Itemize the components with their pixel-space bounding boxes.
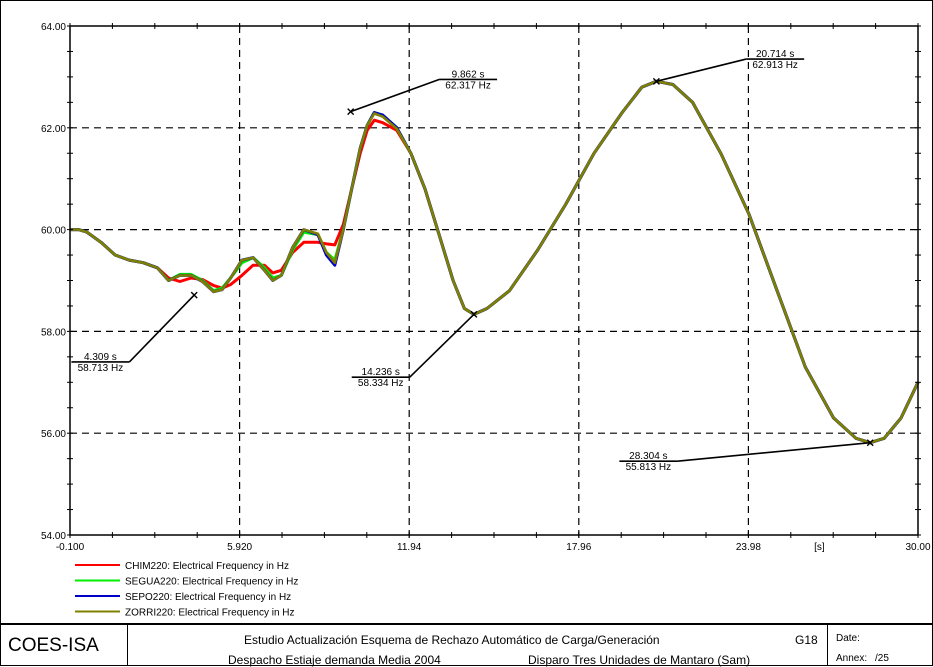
- annotation-frequency: 55.813 Hz: [626, 462, 672, 473]
- annotation-leader: [409, 313, 475, 378]
- annotation-leader: [128, 294, 195, 363]
- annotation-leader: [350, 78, 440, 113]
- x-tick-label: 5.920: [227, 542, 252, 553]
- x-tick-label: 30.00: [905, 542, 930, 553]
- y-tick-label: 54.00: [41, 531, 66, 542]
- annotation-frequency: 58.334 Hz: [358, 378, 404, 389]
- annotation-marker: [347, 108, 355, 116]
- annotation-leader: [656, 58, 747, 83]
- legend-entry-2: SEPO220: Electrical Frequency in Hz: [125, 592, 291, 603]
- annotation-time: 9.862 s: [452, 69, 485, 80]
- x-tick-label: -0.100: [56, 542, 85, 553]
- annotation-leader: [677, 441, 871, 462]
- annotation-marker: [652, 77, 660, 85]
- x-tick-label: 17.96: [566, 542, 591, 553]
- annotation-time: 20.714 s: [756, 49, 794, 60]
- annotation-frequency: 62.913 Hz: [752, 60, 798, 71]
- annex-label: Annex:: [836, 653, 868, 664]
- y-tick-label: 58.00: [41, 327, 66, 338]
- study-title: Estudio Actualización Esquema de Rechazo…: [244, 633, 660, 647]
- plot-frame: [69, 25, 919, 536]
- annotation-frequency: 62.317 Hz: [445, 80, 491, 91]
- x-tick-label: 23.98: [736, 542, 761, 553]
- legend-entry-3: ZORRI220: Electrical Frequency in Hz: [125, 608, 295, 619]
- y-tick-label: 60.00: [41, 226, 66, 237]
- annotation-marker: [470, 310, 478, 318]
- legend-entry-0: CHIM220: Electrical Frequency in Hz: [125, 561, 289, 572]
- annotation-marker: [190, 291, 198, 299]
- scenario-subtitle: Despacho Estiaje demanda Media 2004: [228, 653, 441, 667]
- company-name: COES-ISA: [8, 635, 99, 656]
- annotation-time: 28.304 s: [629, 451, 667, 462]
- case-description: Disparo Tres Unidades de Mantaro (Sam): [528, 653, 751, 667]
- frequency-chart: 4.309 s58.713 Hz 9.862 s62.317 Hz 14.236 s…: [0, 0, 933, 624]
- y-tick-label: 62.00: [41, 124, 66, 135]
- x-tick-label: 11.94: [397, 542, 422, 553]
- drawing-code: G18: [795, 633, 818, 647]
- annotation-time: 4.309 s: [84, 352, 117, 363]
- legend-entry-1: SEGUA220: Electrical Frequency in Hz: [125, 577, 298, 588]
- annotation-marker: [866, 439, 874, 447]
- series-line-3: [70, 80, 920, 445]
- date-label: Date:: [836, 633, 860, 644]
- y-tick-label: 64.00: [41, 22, 66, 33]
- annotation-time: 14.236 s: [362, 367, 400, 378]
- y-tick-label: 56.00: [41, 429, 66, 440]
- annotation-frequency: 58.713 Hz: [78, 363, 124, 374]
- annex-value: /25: [875, 653, 889, 664]
- x-unit-label: [s]: [814, 542, 825, 553]
